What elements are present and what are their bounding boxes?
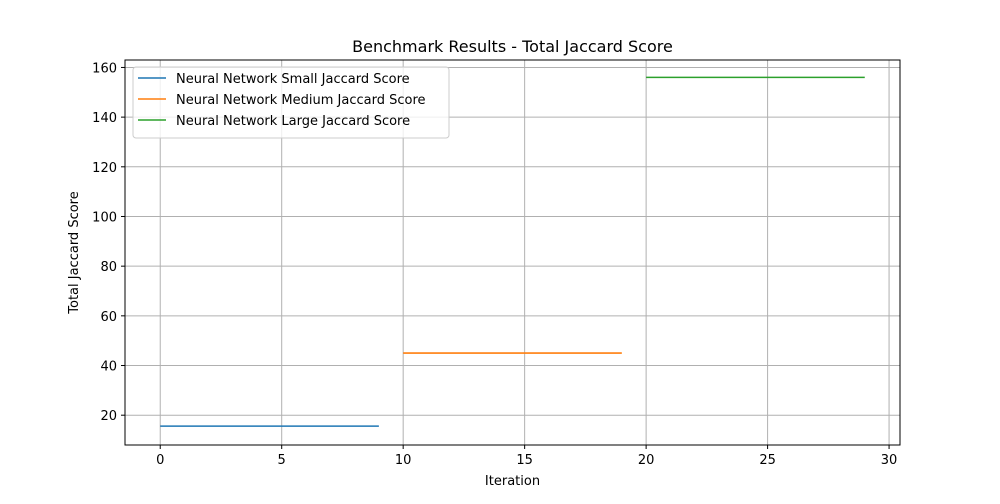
y-axis-label: Total Jaccard Score	[67, 191, 82, 314]
legend-label-1: Neural Network Small Jaccard Score	[176, 72, 410, 87]
x-tick-label: 25	[759, 453, 776, 468]
x-tick-label: 20	[638, 453, 655, 468]
series-layer	[160, 76, 865, 427]
y-tick-label: 140	[92, 111, 117, 126]
y-tick-label: 100	[92, 210, 117, 225]
x-tick-label: 0	[156, 453, 164, 468]
x-tick-label: 15	[516, 453, 533, 468]
y-tick-label: 80	[100, 260, 117, 275]
y-tick-label: 40	[100, 360, 117, 375]
y-tick-label: 20	[100, 409, 117, 424]
y-tick-label: 120	[92, 161, 117, 176]
legend: Neural Network Small Jaccard Score Neural…	[132, 66, 450, 139]
plot-frame	[124, 59, 901, 446]
x-tick-label: 5	[278, 453, 286, 468]
x-tick-label: 10	[395, 453, 412, 468]
axis-layer: 0 5 10 15 20 25 30 20 40 60 80 100 120 140 160	[92, 61, 897, 468]
legend-box	[132, 66, 450, 139]
y-tick-label: 160	[92, 61, 117, 76]
legend-label-3: Neural Network Large Jaccard Score	[176, 114, 410, 129]
y-tick-label: 60	[100, 310, 117, 325]
x-tick-label: 30	[881, 453, 898, 468]
legend-label-2: Neural Network Medium Jaccard Score	[176, 93, 426, 108]
x-axis-label: Iteration	[485, 474, 540, 489]
chart-title: Benchmark Results - Total Jaccard Score	[352, 37, 673, 56]
